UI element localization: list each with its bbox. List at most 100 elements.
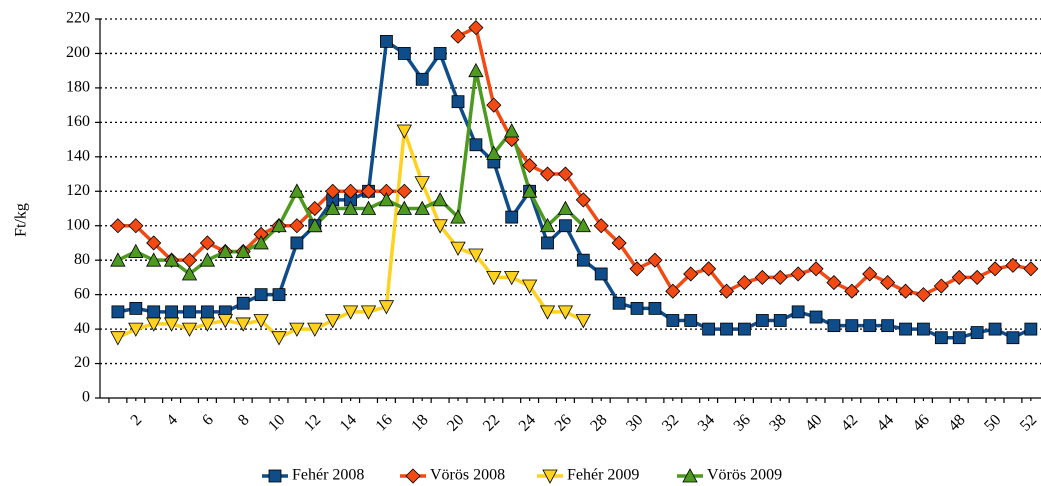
x-tick-label: 24 [516,411,539,434]
legend-item: Fehér 2008 [262,467,364,484]
marker [468,248,484,263]
y-tick-label: 80 [74,251,90,268]
legend-label: Vörös 2008 [430,467,505,484]
marker [235,243,251,258]
marker [110,252,126,267]
marker [469,138,483,152]
x-tick-label: 32 [659,411,682,434]
marker [380,34,393,48]
x-tick-label: 36 [731,411,754,434]
marker [862,266,878,282]
marker [682,468,698,483]
marker [880,275,896,291]
marker [450,241,466,256]
marker [522,157,538,173]
marker [201,305,214,319]
marker [468,62,484,78]
marker [736,275,752,291]
legend-item: Vörös 2009 [677,467,782,484]
marker [147,305,161,319]
marker [844,283,860,299]
marker [146,317,162,332]
x-tick-label: 14 [337,411,360,434]
x-tick-label: 8 [235,411,253,429]
marker [199,235,215,251]
marker [772,269,788,285]
marker [468,20,484,36]
marker [539,217,556,233]
y-tick-label: 160 [66,113,90,130]
marker [396,124,412,139]
marker [683,266,699,282]
legend-label: Vörös 2009 [707,467,782,484]
marker [289,218,305,234]
marker [397,47,411,60]
marker [360,183,377,199]
series-line [117,70,585,277]
marker [988,322,1002,336]
marker [236,296,250,310]
marker [253,314,269,329]
marker [504,123,520,138]
marker [290,236,304,250]
marker [163,252,180,267]
marker [415,72,429,86]
marker [307,322,323,337]
y-tick-label: 40 [74,320,90,337]
marker [378,192,395,207]
y-axis-label: Ft/kg [13,203,30,237]
marker [433,47,447,60]
legend-item: Vörös 2008 [400,467,505,484]
x-tick-label: 6 [199,411,217,429]
x-tick-label: 50 [981,411,1004,434]
x-tick-label: 26 [552,411,575,434]
marker [289,322,305,337]
marker [486,271,502,286]
y-tick-label: 60 [74,285,90,302]
marker [271,331,287,346]
marker [342,200,359,215]
marker [414,176,430,191]
y-tick-label: 100 [66,216,90,233]
x-tick-label: 4 [163,411,181,429]
y-tick-label: 180 [66,79,90,96]
marker [791,305,805,319]
marker [557,305,574,320]
marker [450,209,466,224]
marker [755,314,769,327]
x-tick-label: 22 [480,411,503,434]
marker [405,468,421,484]
marker [254,288,268,302]
marker [557,166,573,182]
marker [827,319,841,333]
marker [718,283,735,299]
marker [612,296,626,310]
marker [701,261,717,277]
marker [754,269,770,285]
marker [128,243,144,258]
marker [1023,261,1039,277]
marker [181,266,198,281]
legend-label: Fehér 2009 [567,467,639,484]
x-tick-label: 40 [802,411,825,434]
marker [557,200,574,215]
marker [146,252,162,267]
marker [629,261,645,277]
x-tick-label: 38 [766,411,789,434]
marker [539,305,556,320]
marker [272,288,286,302]
marker [970,326,984,339]
marker [450,28,466,44]
marker [899,322,912,336]
marker [576,253,590,267]
marker [521,279,538,294]
y-tick-label: 140 [66,147,90,164]
marker [199,317,216,332]
marker [360,200,377,215]
marker [486,97,502,113]
marker [630,302,644,315]
x-tick-label: 52 [1017,411,1040,434]
marker [539,166,556,182]
marker [268,469,282,483]
